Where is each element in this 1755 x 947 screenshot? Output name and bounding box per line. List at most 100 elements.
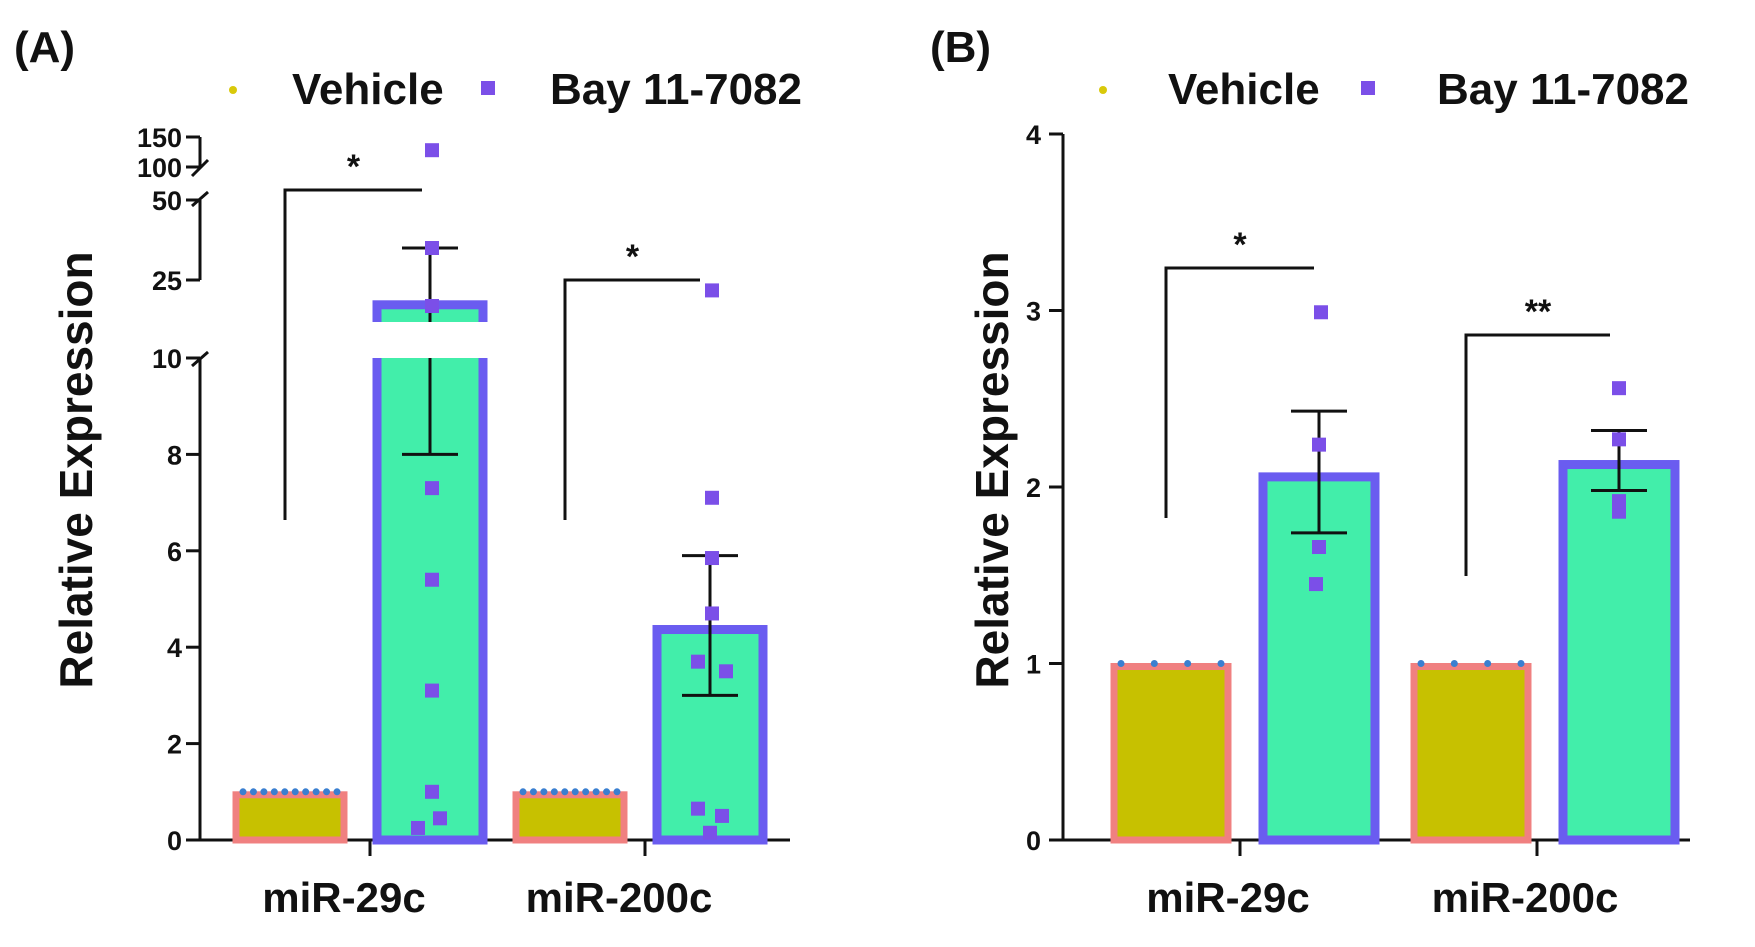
point-bay-a xyxy=(433,811,447,826)
point-vehicle-a xyxy=(281,788,289,796)
point-vehicle-a xyxy=(550,788,558,796)
y-tick-label-a: 8 xyxy=(167,440,182,470)
point-vehicle-a xyxy=(270,788,278,796)
legend-bay-marker-b xyxy=(1361,81,1375,95)
significance-label-b: * xyxy=(1233,226,1247,264)
point-vehicle-a xyxy=(613,788,621,796)
significance-bracket-b xyxy=(1464,333,1610,576)
y-axis-title-a: Relative Expression xyxy=(50,251,102,688)
y-tick-label-a: 150 xyxy=(137,123,182,153)
axis-break-gap-a xyxy=(367,322,499,358)
bar-vehicle-b xyxy=(1410,663,1532,844)
point-vehicle-b xyxy=(1184,660,1192,667)
point-vehicle-b xyxy=(1150,660,1158,667)
significance-bracket-a xyxy=(283,188,422,520)
point-bay-a xyxy=(425,683,439,698)
point-bay-b xyxy=(1612,504,1626,519)
point-vehicle-b xyxy=(1217,660,1225,667)
point-vehicle-b xyxy=(1117,660,1125,667)
significance-bracket-b xyxy=(1164,266,1314,518)
point-bay-b xyxy=(1612,381,1626,396)
point-bay-a xyxy=(705,606,719,621)
significance-label-a: * xyxy=(626,238,640,276)
y-axis-title-b: Relative Expression xyxy=(966,251,1018,688)
point-bay-b xyxy=(1314,305,1328,320)
bar-bay-b xyxy=(1558,460,1680,845)
point-bay-a xyxy=(705,283,719,298)
point-vehicle-a xyxy=(540,788,548,796)
bar-vehicle-a xyxy=(232,791,348,844)
point-bay-b xyxy=(1309,577,1323,592)
point-vehicle-a xyxy=(291,788,299,796)
bar-vehicle-b xyxy=(1110,663,1232,844)
significance-label-b: ** xyxy=(1525,293,1552,331)
point-bay-b xyxy=(1612,432,1626,447)
point-vehicle-a xyxy=(249,788,257,796)
y-tick-label-b: 1 xyxy=(1026,650,1041,680)
point-bay-a xyxy=(425,143,439,158)
legend-bay-label-b: Bay 11-7082 xyxy=(1437,65,1689,114)
x-category-label-a: miR-29c xyxy=(262,874,425,921)
point-bay-a xyxy=(703,825,717,840)
y-tick-label-a: 25 xyxy=(152,266,182,296)
y-tick-label-a: 0 xyxy=(167,826,182,856)
point-bay-a xyxy=(425,481,439,496)
legend-bay-marker-a xyxy=(481,81,495,95)
y-tick-label-a: 2 xyxy=(167,730,182,760)
legend-vehicle-marker-a xyxy=(229,86,237,94)
y-tick-label-b: 4 xyxy=(1026,120,1041,150)
point-bay-a xyxy=(411,820,425,835)
point-vehicle-a xyxy=(333,788,341,796)
legend-bay-label-a: Bay 11-7082 xyxy=(550,65,802,114)
point-bay-b xyxy=(1312,437,1326,452)
panel-label-a: (A) xyxy=(14,23,75,72)
legend-vehicle-label-a: Vehicle xyxy=(292,65,444,114)
panel-label-b: (B) xyxy=(930,23,991,72)
legend-vehicle-marker-b xyxy=(1099,86,1107,94)
point-bay-a xyxy=(705,551,719,566)
y-tick-label-a: 50 xyxy=(152,186,182,216)
y-tick-label-a: 6 xyxy=(167,537,182,567)
point-bay-b xyxy=(1312,540,1326,555)
point-vehicle-b xyxy=(1517,660,1525,667)
point-vehicle-a xyxy=(260,788,268,796)
point-bay-a xyxy=(691,654,705,669)
y-tick-label-a: 100 xyxy=(137,153,182,183)
x-category-label-b: miR-29c xyxy=(1146,874,1309,921)
significance-label-a: * xyxy=(347,148,361,186)
point-vehicle-a xyxy=(302,788,310,796)
point-vehicle-a xyxy=(603,788,611,796)
point-bay-a xyxy=(425,572,439,587)
point-bay-a xyxy=(425,299,439,313)
x-category-label-b: miR-200c xyxy=(1432,874,1619,921)
point-bay-b xyxy=(1612,494,1626,509)
point-bay-a xyxy=(425,241,439,255)
y-tick-label-b: 2 xyxy=(1026,473,1041,503)
point-bay-a xyxy=(691,801,705,816)
point-vehicle-b xyxy=(1450,660,1458,667)
y-tick-label-a: 4 xyxy=(167,633,182,663)
point-vehicle-a xyxy=(529,788,537,796)
legend-vehicle-label-b: Vehicle xyxy=(1168,65,1320,114)
point-vehicle-a xyxy=(519,788,527,796)
y-tick-label-b: 3 xyxy=(1026,297,1041,327)
bar-vehicle-a xyxy=(512,791,628,844)
x-category-label-a: miR-200c xyxy=(526,874,713,921)
point-bay-a xyxy=(719,664,733,679)
y-tick-label-b: 0 xyxy=(1026,826,1041,856)
point-vehicle-a xyxy=(323,788,331,796)
point-vehicle-a xyxy=(239,788,247,796)
point-vehicle-a xyxy=(592,788,600,796)
point-bay-a xyxy=(705,490,719,505)
point-bay-a xyxy=(715,808,729,823)
point-vehicle-a xyxy=(312,788,320,796)
point-vehicle-b xyxy=(1484,660,1492,667)
y-tick-label-a: 10 xyxy=(152,344,182,374)
point-vehicle-b xyxy=(1417,660,1425,667)
point-bay-a xyxy=(425,784,439,799)
point-vehicle-a xyxy=(571,788,579,796)
point-vehicle-a xyxy=(582,788,590,796)
